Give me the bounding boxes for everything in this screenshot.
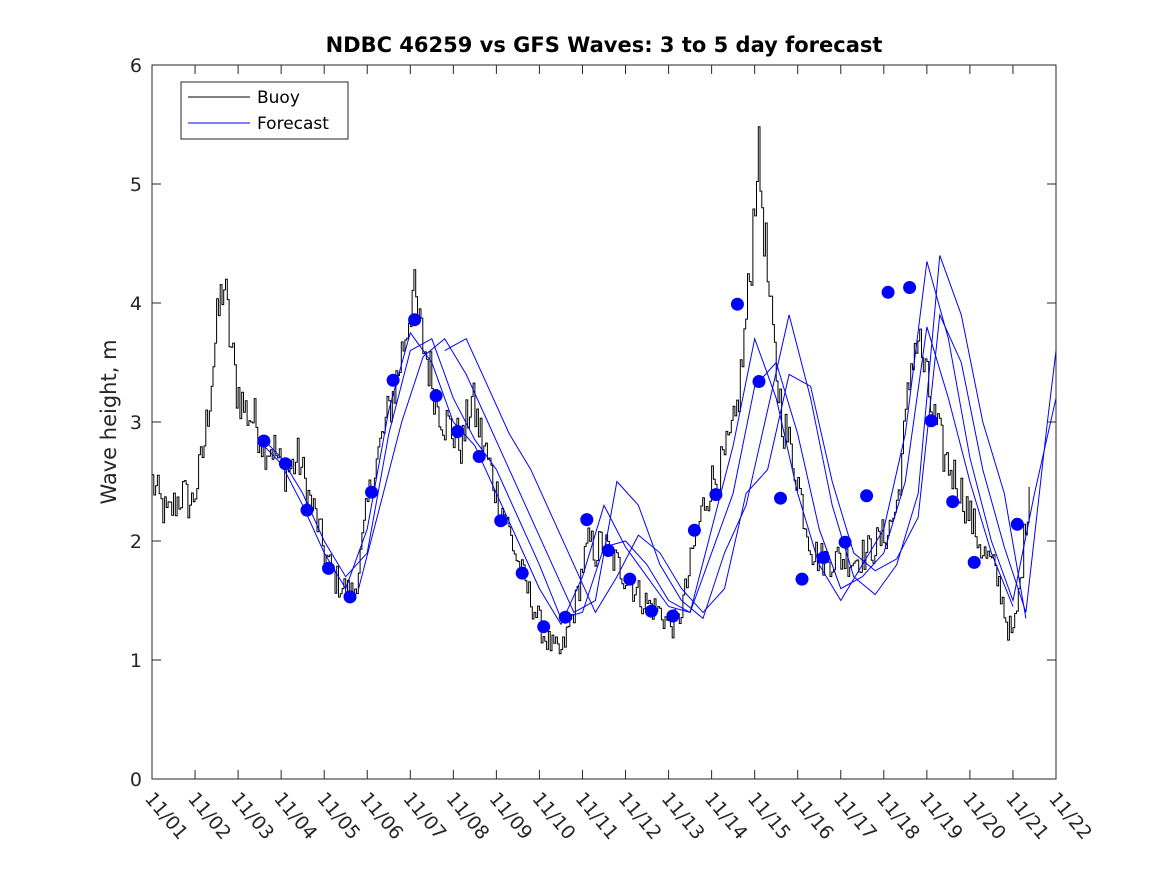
legend-buoy-label: Buoy xyxy=(257,88,300,108)
legend-box xyxy=(180,81,349,140)
forecast-point xyxy=(774,491,787,505)
forecast-run-line xyxy=(263,326,1014,620)
x-tick-label: 11/12 xyxy=(614,788,666,844)
y-tick-label: 3 xyxy=(130,412,142,434)
forecast-point xyxy=(386,373,400,387)
chart-title: NDBC 46259 vs GFS Waves: 3 to 5 day fore… xyxy=(326,33,883,57)
x-tick-label: 11/21 xyxy=(1001,788,1053,844)
forecast-point xyxy=(903,281,917,294)
x-tick-label: 11/10 xyxy=(528,788,580,844)
forecast-point xyxy=(817,551,830,565)
x-tick-label: 11/18 xyxy=(872,788,924,844)
forecast-point xyxy=(580,513,594,527)
forecast-run-line xyxy=(263,261,1057,626)
forecast-run-line xyxy=(358,255,1027,620)
forecast-point xyxy=(881,285,895,299)
y-tick-label: 5 xyxy=(130,174,142,196)
forecast-point xyxy=(601,544,615,557)
forecast-point xyxy=(472,450,486,463)
x-tick-label: 11/08 xyxy=(442,788,494,844)
forecast-point xyxy=(730,297,744,311)
y-tick-label: 2 xyxy=(130,531,142,553)
forecast-point xyxy=(343,590,357,604)
forecast-point xyxy=(967,555,981,569)
forecast-point xyxy=(795,572,809,586)
forecast-point xyxy=(408,313,422,327)
forecast-point xyxy=(946,495,960,509)
forecast-point xyxy=(494,514,508,528)
x-tick-label: 11/11 xyxy=(571,788,623,844)
x-tick-label: 11/04 xyxy=(269,788,321,844)
x-tick-label: 11/01 xyxy=(140,788,192,844)
y-tick-label: 1 xyxy=(130,650,142,672)
x-tick-label: 11/03 xyxy=(226,788,278,844)
y-axis-label: Wave height, m xyxy=(97,339,121,504)
forecast-point xyxy=(429,389,443,403)
forecast-point xyxy=(365,485,378,499)
x-tick-label: 11/13 xyxy=(657,788,709,844)
forecast-point xyxy=(687,523,701,537)
forecast-point xyxy=(300,503,314,517)
buoy-line xyxy=(152,126,1030,655)
x-tick-label: 11/02 xyxy=(183,788,235,844)
x-tick-label: 11/14 xyxy=(700,788,752,844)
forecast-point xyxy=(644,604,658,618)
x-tick-label: 11/16 xyxy=(786,788,838,844)
forecast-point xyxy=(666,609,680,623)
y-tick-label: 6 xyxy=(130,55,142,77)
forecast-point xyxy=(278,457,292,471)
legend: Buoy Forecast xyxy=(180,81,349,140)
forecast-point xyxy=(709,488,723,502)
forecast-point xyxy=(1010,517,1024,531)
legend-forecast-label: Forecast xyxy=(257,114,329,134)
y-tick-label: 4 xyxy=(130,293,142,315)
forecast-point xyxy=(838,535,852,549)
forecast-point xyxy=(558,610,572,624)
forecast-run-line xyxy=(444,313,1057,614)
x-tick-label: 11/19 xyxy=(915,788,967,844)
x-tick-label: 11/06 xyxy=(355,788,407,844)
series-layer xyxy=(152,126,1057,655)
forecast-point xyxy=(860,489,874,503)
x-tick-label: 11/07 xyxy=(398,788,450,844)
plot-area xyxy=(151,64,1057,780)
x-tick-label: 11/09 xyxy=(485,788,537,844)
x-tick-label: 11/20 xyxy=(958,788,1010,844)
y-axis: 0 1 2 3 4 5 6 xyxy=(130,55,1056,791)
forecast-point xyxy=(257,434,271,448)
forecast-point xyxy=(752,375,766,388)
y-tick-label: 0 xyxy=(130,769,142,791)
forecast-point xyxy=(322,561,335,575)
x-tick-label: 11/05 xyxy=(312,788,364,844)
x-tick-label: 11/17 xyxy=(829,788,881,844)
forecast-point xyxy=(537,620,551,634)
forecast-point xyxy=(924,414,938,428)
forecast-point xyxy=(515,566,529,580)
forecast-point xyxy=(451,425,465,438)
x-tick-label: 11/15 xyxy=(743,788,795,844)
forecast-point xyxy=(623,572,637,586)
x-tick-label: 11/22 xyxy=(1044,788,1096,844)
